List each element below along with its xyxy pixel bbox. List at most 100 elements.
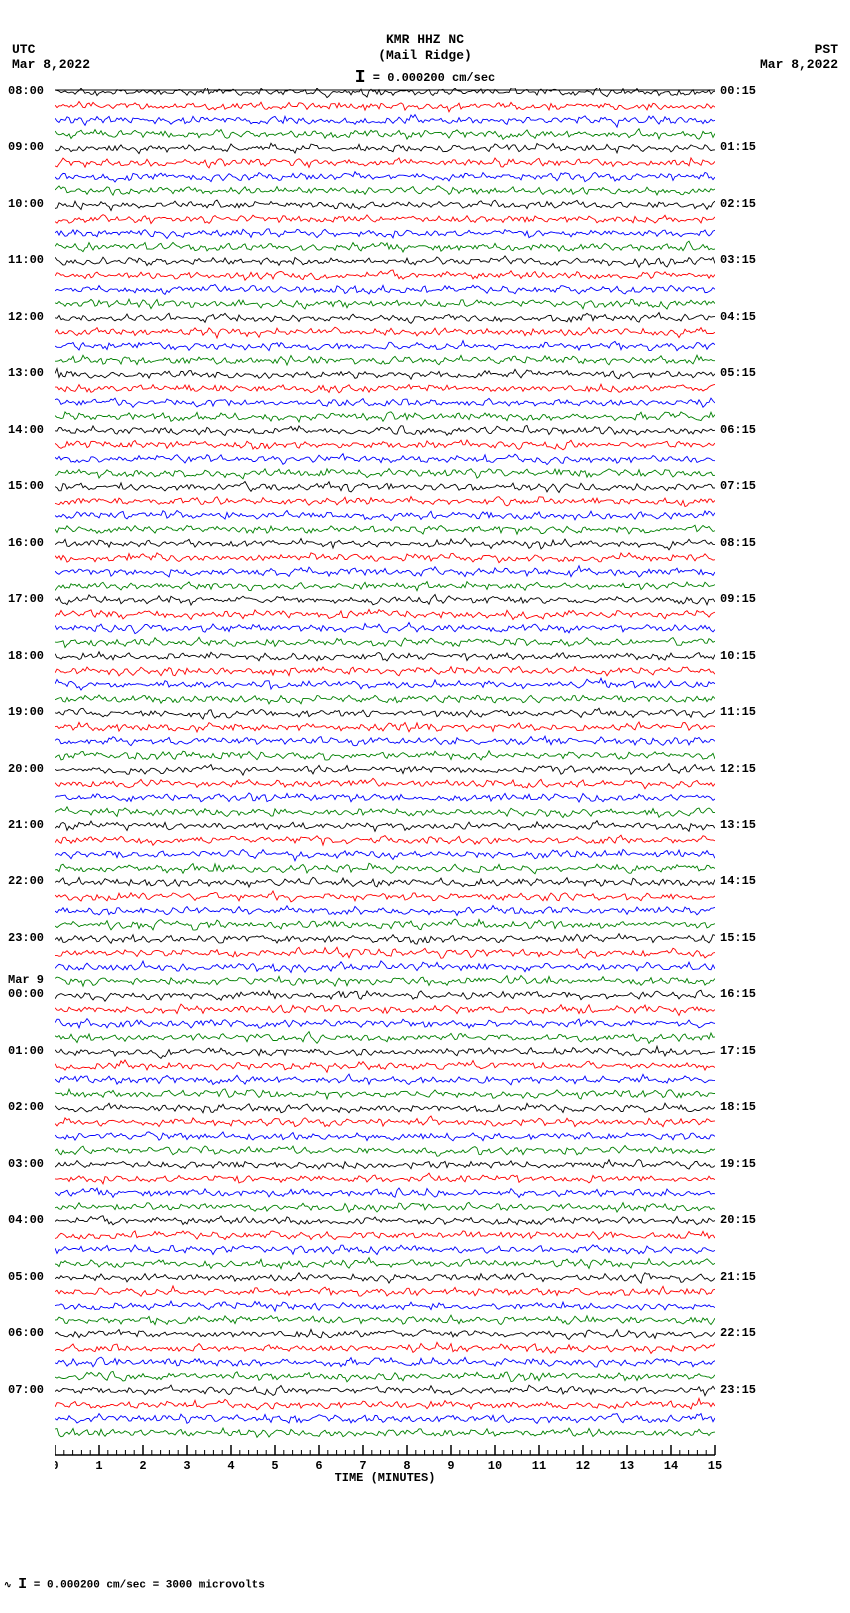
seismic-trace (55, 553, 715, 563)
svg-text:10: 10 (488, 1459, 502, 1471)
seismic-trace (55, 934, 715, 944)
seismic-trace (55, 1019, 715, 1028)
seismic-trace (55, 115, 715, 128)
svg-text:3: 3 (183, 1459, 190, 1471)
seismic-trace (55, 695, 715, 704)
utc-time: 02:00 (8, 1100, 44, 1114)
seismic-trace (55, 1132, 715, 1141)
seismic-trace (55, 849, 715, 860)
seismic-trace (55, 454, 715, 465)
pst-label: PST (760, 42, 838, 57)
svg-text:0: 0 (55, 1459, 59, 1471)
seismic-trace (55, 88, 715, 98)
seismic-trace (55, 919, 715, 930)
utc-time: 11:00 (8, 253, 44, 267)
seismic-trace (55, 341, 715, 351)
seismic-trace (55, 313, 715, 324)
seismic-trace (55, 708, 715, 719)
seismic-trace (55, 355, 715, 365)
seismic-trace (55, 1160, 715, 1170)
station-code: KMR HHZ NC (0, 32, 850, 47)
seismic-trace (55, 1414, 715, 1424)
seismic-trace (55, 722, 715, 732)
utc-time: 10:00 (8, 197, 44, 211)
seismic-trace (55, 1301, 715, 1311)
seismic-trace (55, 1428, 715, 1437)
seismogram-plot (55, 88, 715, 1443)
seismogram-container: KMR HHZ NC (Mail Ridge) UTC Mar 8,2022 P… (0, 0, 850, 1613)
seismic-trace (55, 863, 715, 874)
seismic-trace (55, 229, 715, 239)
utc-time: 22:00 (8, 874, 44, 888)
seismic-trace (55, 256, 715, 267)
utc-day-change: Mar 9 (8, 973, 44, 987)
utc-time: 14:00 (8, 423, 44, 437)
seismic-trace (55, 807, 715, 818)
svg-text:6: 6 (315, 1459, 322, 1471)
svg-text:2: 2 (139, 1459, 146, 1471)
seismic-trace (55, 623, 715, 634)
seismic-trace (55, 609, 715, 619)
pst-time: 08:15 (720, 536, 756, 550)
utc-time: 09:00 (8, 140, 44, 154)
utc-time: 19:00 (8, 705, 44, 719)
seismic-trace (55, 172, 715, 182)
seismic-trace (55, 270, 715, 280)
svg-text:4: 4 (227, 1459, 234, 1471)
pst-time: 03:15 (720, 253, 756, 267)
utc-time: 23:00 (8, 931, 44, 945)
svg-text:7: 7 (359, 1459, 366, 1471)
seismic-trace (55, 327, 715, 338)
seismic-trace (55, 906, 715, 916)
seismic-trace (55, 1286, 715, 1296)
utc-time: 01:00 (8, 1044, 44, 1058)
pst-time: 18:15 (720, 1100, 756, 1114)
seismic-trace (55, 1273, 715, 1284)
utc-time: 06:00 (8, 1326, 44, 1340)
pst-time: 10:15 (720, 649, 756, 663)
pst-time: 15:15 (720, 931, 756, 945)
pst-time: 20:15 (720, 1213, 756, 1227)
pst-time: 02:15 (720, 197, 756, 211)
pst-time: 21:15 (720, 1270, 756, 1284)
seismic-trace (55, 652, 715, 661)
pst-time: 22:15 (720, 1326, 756, 1340)
pst-time: 17:15 (720, 1044, 756, 1058)
pst-time: 00:15 (720, 84, 756, 98)
seismic-trace (55, 1103, 715, 1113)
seismic-trace (55, 1398, 715, 1409)
seismic-trace (55, 1216, 715, 1225)
seismic-trace (55, 877, 715, 887)
svg-text:13: 13 (620, 1459, 634, 1471)
seismic-trace (55, 1385, 715, 1396)
seismic-trace (55, 778, 715, 788)
seismic-trace (55, 1060, 715, 1072)
seismic-trace (55, 821, 715, 832)
seismic-trace (55, 143, 715, 153)
seismic-trace (55, 1329, 715, 1339)
seismic-trace (55, 976, 715, 987)
seismic-trace (55, 1371, 715, 1381)
seismic-trace (55, 398, 715, 407)
seismic-trace (55, 129, 715, 140)
utc-time: 03:00 (8, 1157, 44, 1171)
x-axis: 0123456789101112131415 TIME (MINUTES) (55, 1443, 715, 1471)
seismic-trace (55, 666, 715, 675)
pst-time: 09:15 (720, 592, 756, 606)
utc-time: 21:00 (8, 818, 44, 832)
seismic-trace (55, 1245, 715, 1255)
seismic-trace (55, 990, 715, 1001)
svg-text:11: 11 (532, 1459, 546, 1471)
pst-time: 12:15 (720, 762, 756, 776)
utc-time: 08:00 (8, 84, 44, 98)
utc-time: 15:00 (8, 479, 44, 493)
utc-time: 20:00 (8, 762, 44, 776)
seismic-trace (55, 1074, 715, 1085)
utc-time: 05:00 (8, 1270, 44, 1284)
seismic-trace (55, 200, 715, 211)
svg-text:9: 9 (447, 1459, 454, 1471)
seismic-trace (55, 793, 715, 802)
seismic-trace (55, 678, 715, 690)
pst-time: 01:15 (720, 140, 756, 154)
utc-time: 07:00 (8, 1383, 44, 1397)
